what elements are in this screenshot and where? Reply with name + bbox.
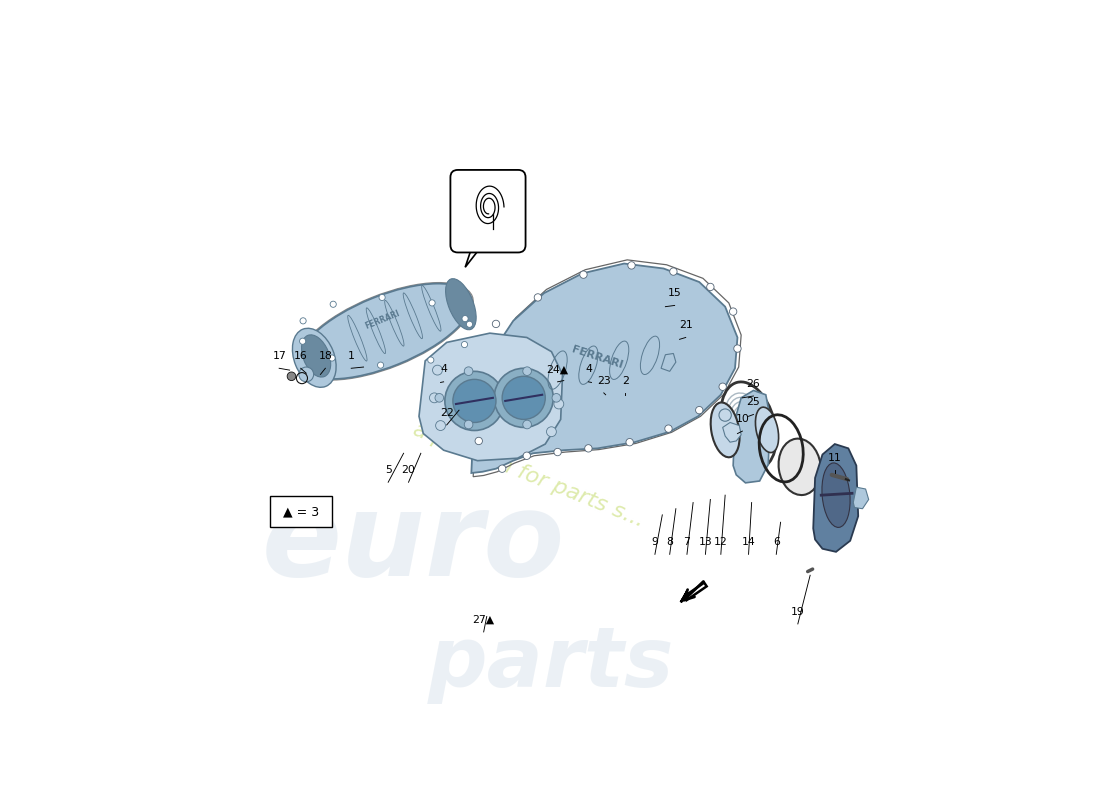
Circle shape — [585, 445, 592, 452]
Circle shape — [729, 308, 737, 315]
Ellipse shape — [711, 402, 739, 458]
Text: 20: 20 — [402, 465, 416, 475]
Circle shape — [719, 409, 732, 422]
Ellipse shape — [779, 438, 821, 495]
Circle shape — [432, 365, 442, 375]
Circle shape — [695, 406, 703, 414]
Text: parts: parts — [428, 623, 674, 704]
Text: 7: 7 — [683, 537, 691, 547]
Ellipse shape — [822, 463, 850, 527]
Text: 2: 2 — [621, 375, 629, 386]
Text: 24▲: 24▲ — [547, 365, 569, 374]
Circle shape — [580, 271, 587, 278]
Text: FERRARI: FERRARI — [363, 309, 402, 331]
Text: 8: 8 — [667, 537, 673, 547]
FancyBboxPatch shape — [450, 170, 526, 253]
Circle shape — [464, 367, 473, 375]
Text: 9: 9 — [651, 537, 659, 547]
Polygon shape — [733, 390, 770, 483]
Text: 23: 23 — [597, 375, 611, 386]
Circle shape — [734, 345, 741, 352]
Text: 12: 12 — [714, 537, 728, 547]
Circle shape — [547, 426, 557, 437]
Text: 14: 14 — [741, 537, 756, 547]
Polygon shape — [661, 354, 675, 371]
Circle shape — [522, 420, 531, 429]
Text: 11: 11 — [828, 453, 842, 462]
Circle shape — [429, 393, 439, 402]
Circle shape — [522, 367, 531, 375]
Circle shape — [444, 371, 504, 430]
Circle shape — [330, 301, 337, 307]
Circle shape — [626, 438, 634, 446]
Ellipse shape — [293, 328, 337, 387]
Polygon shape — [471, 263, 737, 473]
Circle shape — [480, 394, 487, 402]
Text: 21: 21 — [679, 320, 693, 330]
Circle shape — [462, 315, 469, 322]
Polygon shape — [813, 444, 858, 552]
Circle shape — [664, 425, 672, 432]
Circle shape — [434, 394, 443, 402]
Circle shape — [329, 355, 336, 361]
Text: 17: 17 — [273, 351, 286, 361]
Circle shape — [379, 294, 385, 301]
Circle shape — [670, 268, 678, 275]
Circle shape — [377, 362, 384, 368]
Circle shape — [464, 420, 473, 429]
Circle shape — [502, 376, 546, 419]
Circle shape — [498, 465, 506, 472]
Circle shape — [461, 342, 468, 348]
Ellipse shape — [301, 335, 331, 377]
Circle shape — [554, 448, 561, 456]
Ellipse shape — [756, 407, 779, 453]
Circle shape — [552, 394, 561, 402]
Circle shape — [299, 367, 314, 382]
Circle shape — [494, 368, 553, 427]
Text: 6: 6 — [773, 537, 780, 547]
Circle shape — [493, 320, 499, 328]
Text: 19: 19 — [791, 606, 805, 617]
Circle shape — [706, 283, 714, 290]
Circle shape — [535, 294, 541, 301]
Text: FERRARI: FERRARI — [570, 344, 624, 370]
Circle shape — [466, 321, 473, 327]
Circle shape — [554, 399, 563, 409]
Text: 1: 1 — [348, 351, 354, 361]
Text: 27▲: 27▲ — [473, 614, 495, 625]
Circle shape — [628, 262, 635, 269]
Text: 25: 25 — [747, 397, 760, 407]
Text: a passion for parts s...: a passion for parts s... — [409, 420, 647, 531]
Text: 26: 26 — [747, 378, 760, 389]
Circle shape — [300, 318, 306, 324]
Circle shape — [436, 421, 446, 430]
Circle shape — [475, 438, 483, 445]
Ellipse shape — [298, 283, 472, 379]
Text: 13: 13 — [698, 537, 713, 547]
Circle shape — [719, 383, 726, 390]
Polygon shape — [419, 333, 562, 461]
Text: 18: 18 — [319, 351, 332, 361]
Circle shape — [453, 379, 496, 422]
Circle shape — [287, 372, 296, 381]
Polygon shape — [465, 245, 483, 267]
Text: 15: 15 — [668, 288, 682, 298]
Polygon shape — [723, 422, 741, 442]
Circle shape — [299, 338, 306, 344]
Polygon shape — [854, 487, 869, 509]
Circle shape — [428, 357, 433, 363]
Text: euro: euro — [262, 486, 565, 602]
Ellipse shape — [446, 278, 476, 330]
Text: 22: 22 — [440, 407, 453, 418]
FancyBboxPatch shape — [270, 496, 331, 527]
Circle shape — [524, 452, 530, 459]
Text: 16: 16 — [294, 351, 308, 361]
Text: 4: 4 — [585, 365, 592, 374]
Text: 10: 10 — [736, 414, 749, 424]
Circle shape — [429, 300, 436, 306]
Text: 5: 5 — [385, 465, 392, 475]
Text: 4: 4 — [440, 365, 447, 374]
Text: ▲ = 3: ▲ = 3 — [283, 506, 319, 518]
